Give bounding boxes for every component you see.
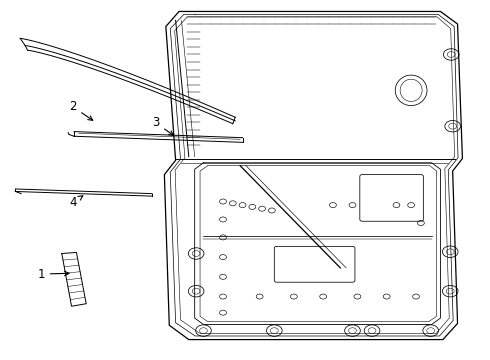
Text: 4: 4: [69, 196, 83, 209]
Text: 1: 1: [37, 267, 69, 280]
Text: 3: 3: [152, 116, 173, 135]
Text: 2: 2: [69, 100, 93, 120]
